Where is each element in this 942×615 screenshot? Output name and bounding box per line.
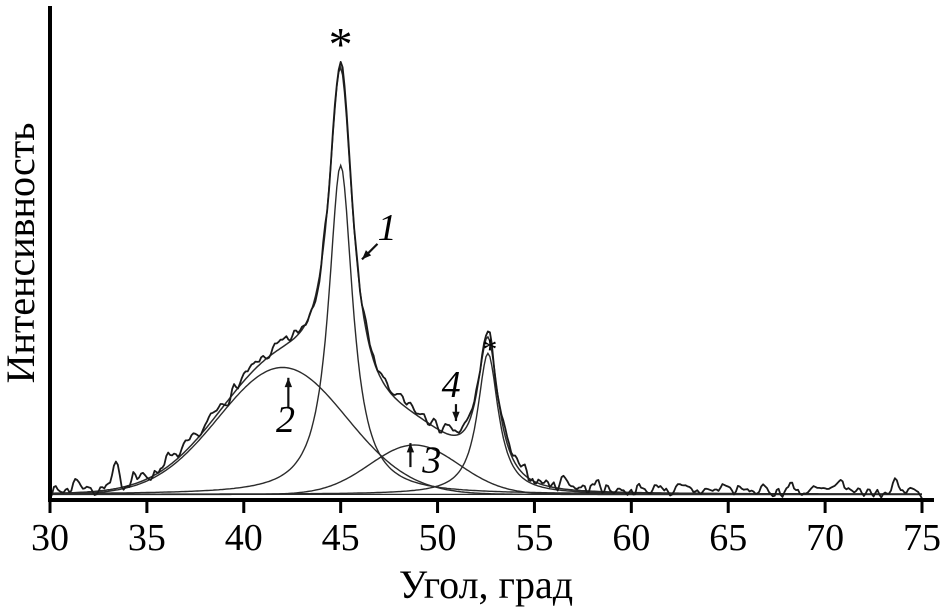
annotations-group: * 1 2 34 * [276,19,497,482]
axes-group [48,6,934,502]
ticks-group: 30 35 40 45 50 55 60 65 70 75 [31,500,941,559]
peak2-arrow-head [284,377,293,388]
x-tick-label: 35 [128,517,166,559]
x-tick-label: 75 [903,517,941,559]
experimental-curve [49,61,923,500]
component-peak-1-curve [50,163,922,495]
x-tick-label: 30 [31,517,69,559]
curves-group [49,61,923,500]
peak4-label: 4 [442,364,461,406]
x-tick-label: 65 [709,517,747,559]
star-peak4: * [482,333,497,366]
x-tick-label: 40 [225,517,263,559]
y-axis-label: Интенсивность [0,123,43,384]
peak2-label: 2 [276,399,295,441]
x-tick-label: 55 [515,517,553,559]
peak1-arrow-head [361,250,372,260]
x-tick-label: 60 [612,517,650,559]
peak4-arrow-head [452,411,460,422]
axes-lines [48,6,934,502]
peak1-label: 1 [378,207,397,249]
peak3-label: 3 [421,440,441,482]
peak3-arrow-head [406,443,415,453]
component-peak-2-curve [50,366,922,496]
x-tick-label: 70 [806,517,844,559]
component-peak-4-curve [50,352,922,495]
star-main: * [329,19,353,72]
x-axis-label: Угол, град [399,562,573,607]
fit-sum-curve [49,65,922,495]
x-tick-label: 45 [322,517,360,559]
x-tick-label: 50 [419,517,457,559]
